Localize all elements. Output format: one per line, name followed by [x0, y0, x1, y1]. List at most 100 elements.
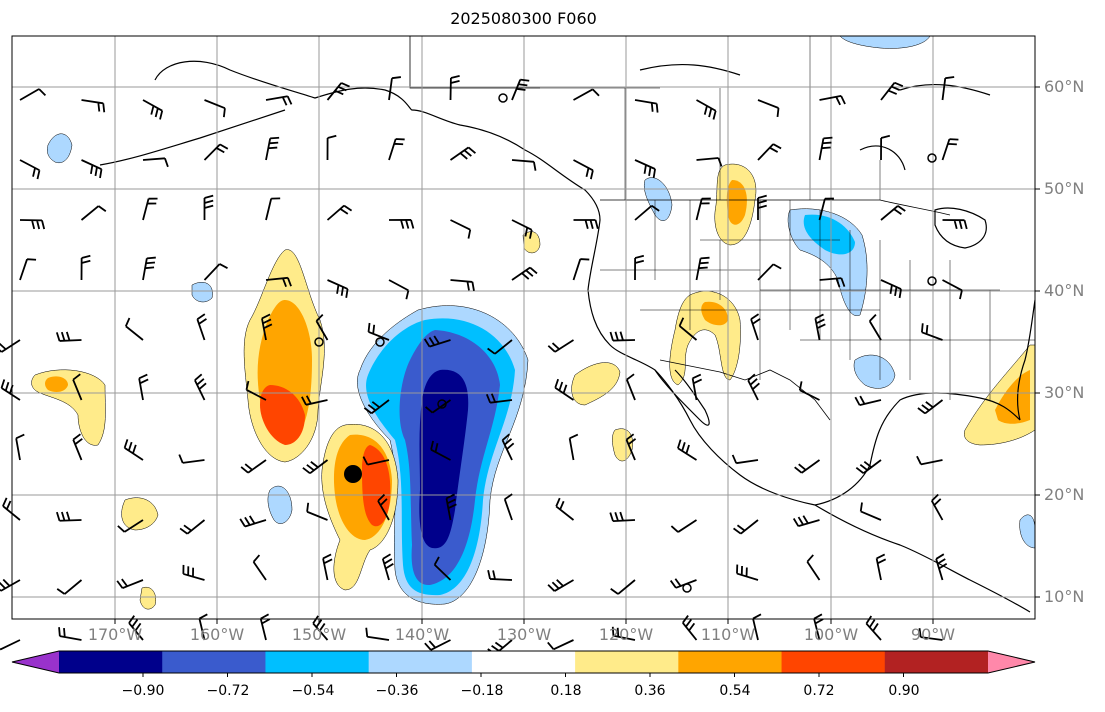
lat-label-40n: 40°N [1044, 281, 1085, 300]
wind-barb [691, 373, 703, 401]
wind-barb [198, 613, 208, 641]
wind-barb [942, 279, 963, 300]
wind-barb [757, 99, 780, 118]
wind-barb [935, 553, 948, 581]
map-area [0, 35, 1040, 655]
wind-barb [695, 256, 710, 281]
wind-barb [696, 157, 723, 167]
lat-label-10n: 10°N [1044, 587, 1085, 606]
storm-center-dot [344, 465, 362, 483]
contour-pos-018-d [121, 497, 159, 531]
wind-barb [203, 263, 228, 281]
wind-barb [670, 519, 697, 533]
colorbar-bin [678, 651, 783, 673]
wind-barb [747, 373, 760, 401]
wind-barb [859, 502, 882, 521]
colorbar-tick-label: −0.18 [460, 683, 504, 699]
wind-barb [511, 159, 537, 171]
wind-barb [425, 399, 452, 414]
wind-barb [265, 197, 281, 221]
lon-ticks [114, 619, 934, 624]
wind-barb [485, 393, 513, 404]
calm-circle [314, 337, 324, 347]
wind-barb [819, 94, 846, 106]
wind-barb [117, 519, 144, 533]
wind-barb [733, 519, 759, 535]
lat-label-30n: 30°N [1044, 383, 1085, 402]
wind-barb [445, 493, 457, 521]
wind-barb [880, 205, 906, 221]
contour-pos-054-a [260, 385, 305, 445]
colorbar-tick-label: −0.54 [291, 683, 335, 699]
us-mexico-border [659, 359, 831, 421]
colorbar-tick-label: 0.90 [888, 683, 920, 699]
wind-barb [941, 76, 955, 101]
alaska-canada-border [409, 36, 540, 89]
wind-barb [0, 578, 21, 592]
wind-barb [363, 399, 390, 415]
wind-barb [2, 497, 21, 521]
wind-barb [388, 218, 415, 229]
wind-barb [252, 554, 267, 581]
wind-barb [326, 134, 337, 161]
wind-barb [19, 88, 47, 101]
wind-barb [72, 433, 83, 461]
wind-barb [245, 380, 267, 401]
wind-barb [511, 266, 538, 281]
wind-barb [203, 143, 229, 161]
wind-barb [327, 279, 349, 298]
contour-pos-036-c [45, 376, 68, 393]
wind-barb [326, 204, 353, 221]
wind-barb [125, 317, 144, 341]
wind-barb [941, 138, 959, 161]
wind-barb [326, 82, 350, 101]
wind-barb [56, 511, 82, 522]
wind-barb [634, 99, 659, 113]
wind-barb [573, 219, 599, 229]
wind-barb [806, 554, 821, 581]
wind-barb [918, 628, 943, 641]
wind-barb [81, 159, 103, 179]
wind-barb [503, 493, 513, 521]
wind-barb [611, 626, 636, 641]
wind-barb [312, 615, 329, 641]
wind-barb [573, 159, 594, 180]
lat-ticks [1035, 86, 1040, 598]
wind-barb [377, 493, 390, 521]
wind-barb [178, 454, 205, 464]
contour-fills [31, 35, 1036, 610]
wind-barb [855, 459, 882, 474]
great-lakes [934, 207, 987, 249]
wind-barb [261, 313, 273, 341]
wind-barb [750, 313, 761, 341]
contour-pos-054-b [362, 445, 391, 527]
wind-barb [757, 143, 782, 161]
wind-barb [677, 439, 697, 461]
lat-label-50n: 50°N [1044, 179, 1085, 198]
lat-label-60n: 60°N [1044, 77, 1085, 96]
wind-barb [634, 254, 645, 281]
contour-neg-018-e [644, 177, 673, 221]
wind-barb [315, 313, 329, 341]
wind-barb [388, 138, 405, 161]
wind-barb [142, 157, 169, 168]
wind-barb [555, 497, 575, 521]
wind-barb [449, 146, 476, 161]
wind-barb [179, 519, 206, 535]
contour-pos-018-e [139, 586, 156, 610]
wind-barb [56, 579, 83, 595]
wind-barb [942, 219, 968, 230]
wind-barb [678, 317, 698, 341]
wind-barb [547, 339, 574, 353]
wind-barb [72, 373, 83, 401]
wind-barb [920, 323, 943, 341]
contour-neg-018-f [853, 354, 896, 389]
wind-barb [301, 395, 328, 406]
wind-barb [554, 378, 575, 401]
wind-barb [142, 197, 158, 221]
wind-barb [917, 399, 944, 415]
wind-barb [424, 639, 451, 651]
wind-barb [367, 322, 390, 341]
colorbar-outline [11, 650, 1036, 674]
wind-barb [731, 454, 759, 465]
